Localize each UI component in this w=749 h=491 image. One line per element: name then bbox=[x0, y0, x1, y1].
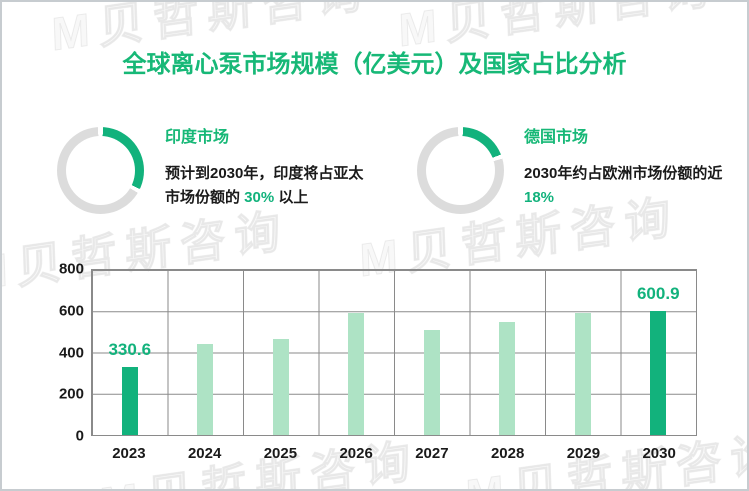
page-title: 全球离心泵市场规模（亿美元）及国家占比分析 bbox=[122, 51, 627, 78]
y-tick-label-200: 200 bbox=[58, 385, 84, 403]
india-donut-chart bbox=[57, 127, 144, 214]
x-tick-label-2028: 2028 bbox=[490, 445, 525, 462]
india-market-heading: 印度市场 bbox=[165, 129, 230, 146]
bar-2026 bbox=[348, 313, 365, 435]
bar-2029 bbox=[574, 313, 591, 435]
bar-column-2026 bbox=[319, 270, 395, 435]
x-tick-label-2026: 2026 bbox=[339, 445, 373, 462]
bar-column-2029 bbox=[545, 270, 621, 435]
plot-area: 330.6 600.9 bbox=[91, 269, 697, 436]
germany-percent-value: 18% bbox=[524, 189, 555, 206]
bar-column-2024 bbox=[168, 270, 244, 435]
bar-2023 bbox=[121, 366, 138, 435]
germany-text-before: 2030年约占欧洲市场份额的近 bbox=[524, 165, 723, 182]
bar-column-2027 bbox=[394, 270, 470, 435]
y-tick-label-400: 400 bbox=[58, 344, 84, 361]
data-label-2030: 600.9 bbox=[636, 284, 680, 304]
x-tick-label-2027: 2027 bbox=[415, 445, 449, 462]
india-market-text: 预计到2030年，印度将占亚太市场份额的 30% 以上 bbox=[165, 162, 371, 210]
x-tick-label-2025: 2025 bbox=[263, 445, 298, 462]
bar-column-2023: 330.6 bbox=[92, 270, 168, 435]
x-tick-label-2029: 2029 bbox=[566, 445, 601, 462]
india-text-after: 以上 bbox=[274, 189, 309, 206]
bar-2027 bbox=[423, 329, 440, 435]
bar-column-2025 bbox=[243, 270, 319, 435]
x-tick-label-2030: 2030 bbox=[642, 445, 676, 462]
y-axis: 0 200 400 600 800 bbox=[36, 261, 84, 445]
y-tick-label-600: 600 bbox=[58, 302, 84, 320]
x-tick-label-2024: 2024 bbox=[187, 445, 222, 462]
bar-column-2030: 600.9 bbox=[621, 270, 697, 435]
bar-2024 bbox=[197, 344, 214, 435]
bar-2028 bbox=[499, 321, 516, 435]
data-label-2023: 330.6 bbox=[108, 339, 152, 359]
germany-market-heading: 德国市场 bbox=[524, 129, 589, 146]
y-tick-label-0: 0 bbox=[75, 427, 84, 445]
y-tick-label-800: 800 bbox=[58, 260, 84, 278]
germany-donut-chart bbox=[417, 127, 504, 214]
x-tick-label-2023: 2023 bbox=[112, 445, 146, 462]
bar-2030 bbox=[650, 311, 667, 435]
bar-column-2028 bbox=[470, 270, 546, 435]
india-text-before: 预计到2030年，印度将占亚太市场份额的 bbox=[165, 165, 364, 206]
bar-2025 bbox=[272, 339, 289, 435]
germany-market-text: 2030年约占欧洲市场份额的近 18% bbox=[524, 162, 730, 210]
india-percent-value: 30% bbox=[244, 189, 275, 206]
x-axis: 2023 2024 2025 2026 2027 2028 2029 2030 bbox=[91, 445, 697, 462]
